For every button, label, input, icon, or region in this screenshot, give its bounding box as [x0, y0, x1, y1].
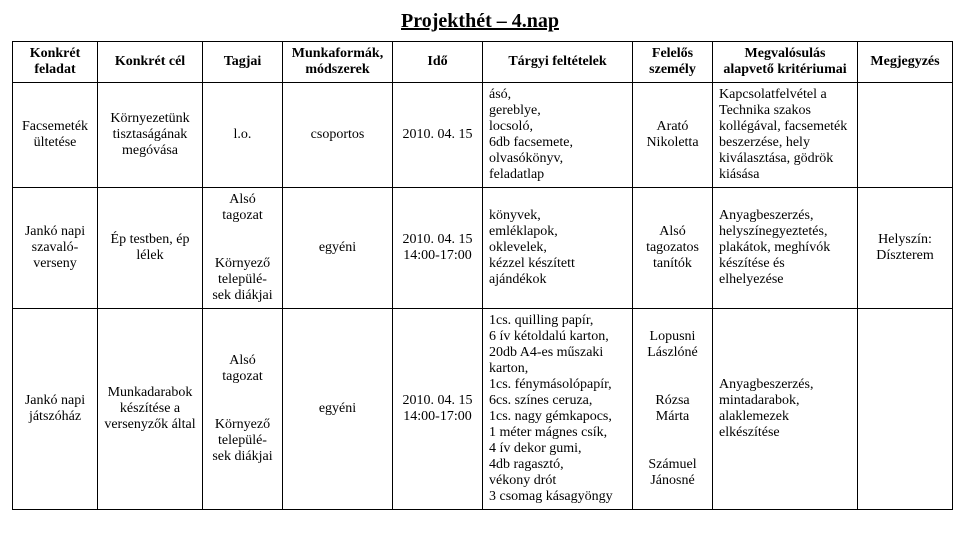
cell-cel: Ép testben, ép lélek — [98, 188, 203, 309]
cell-felelos: Alsó tagozatos tanítók — [633, 188, 713, 309]
cell-feladat: Jankó napi játszóház — [13, 309, 98, 510]
table-row: Jankó napi szavaló-verseny Ép testben, é… — [13, 188, 953, 309]
cell-megjegyzes: Helyszín: Díszterem — [858, 188, 953, 309]
col-header-kriteriumai: Megvalósulás alapvető kritériumai — [713, 42, 858, 83]
col-header-targyi: Tárgyi feltételek — [483, 42, 633, 83]
cell-ido: 2010. 04. 15 — [393, 83, 483, 188]
col-header-modszerek: Munkaformák, módszerek — [283, 42, 393, 83]
table-row: Facsemeték ültetése Környezetünk tisztas… — [13, 83, 953, 188]
col-header-tagjai: Tagjai — [203, 42, 283, 83]
cell-megjegyzes — [858, 309, 953, 510]
col-header-cel: Konkrét cél — [98, 42, 203, 83]
cell-modszerek: csoportos — [283, 83, 393, 188]
cell-tagjai: l.o. — [203, 83, 283, 188]
schedule-table: Konkrét feladat Konkrét cél Tagjai Munka… — [12, 41, 953, 510]
col-header-felelos: Felelős személy — [633, 42, 713, 83]
col-header-megjegyzes: Megjegyzés — [858, 42, 953, 83]
cell-felelos: Lopusni LászlónéRózsa MártaSzámuel János… — [633, 309, 713, 510]
col-header-ido: Idő — [393, 42, 483, 83]
cell-cel: Környezetünk tisztaságának megóvása — [98, 83, 203, 188]
col-header-feladat: Konkrét feladat — [13, 42, 98, 83]
cell-ido: 2010. 04. 1514:00-17:00 — [393, 309, 483, 510]
cell-targyi: 1cs. quilling papír,6 ív kétoldalú karto… — [483, 309, 633, 510]
table-row: Jankó napi játszóház Munkadarabok készít… — [13, 309, 953, 510]
cell-megjegyzes — [858, 83, 953, 188]
cell-cel: Munkadarabok készítése a versenyzők álta… — [98, 309, 203, 510]
cell-felelos: Arató Nikoletta — [633, 83, 713, 188]
cell-kriteriumai: Anyagbeszerzés, mintadarabok, alaklemeze… — [713, 309, 858, 510]
cell-modszerek: egyéni — [283, 309, 393, 510]
cell-tagjai: Alsó tagozatKörnyező települé-sek diákja… — [203, 188, 283, 309]
cell-ido: 2010. 04. 1514:00-17:00 — [393, 188, 483, 309]
cell-targyi: ásó,gereblye,locsoló,6db facsemete,olvas… — [483, 83, 633, 188]
cell-tagjai: Alsó tagozatKörnyező települé-sek diákja… — [203, 309, 283, 510]
cell-kriteriumai: Anyagbeszerzés, helyszínegyeztetés, plak… — [713, 188, 858, 309]
cell-feladat: Facsemeték ültetése — [13, 83, 98, 188]
cell-modszerek: egyéni — [283, 188, 393, 309]
page-title: Projekthét – 4.nap — [12, 10, 948, 33]
cell-feladat: Jankó napi szavaló-verseny — [13, 188, 98, 309]
table-header-row: Konkrét feladat Konkrét cél Tagjai Munka… — [13, 42, 953, 83]
cell-targyi: könyvek,emléklapok,oklevelek,kézzel kész… — [483, 188, 633, 309]
cell-kriteriumai: Kapcsolatfelvétel a Technika szakos koll… — [713, 83, 858, 188]
